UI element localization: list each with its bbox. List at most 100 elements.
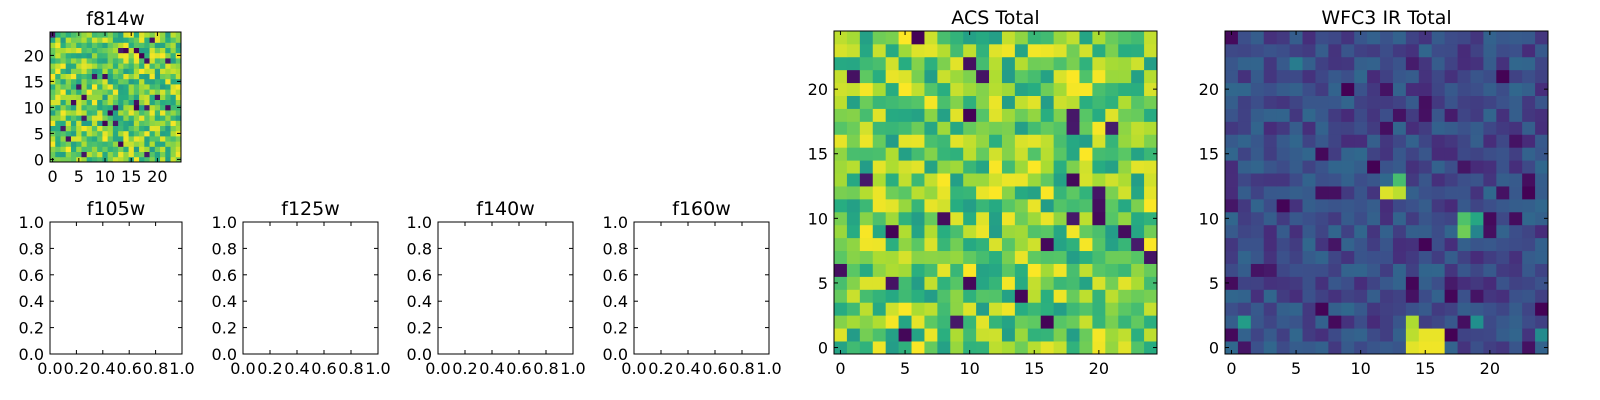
heatmap-cell <box>1263 250 1278 264</box>
heatmap-cell <box>976 237 990 252</box>
heatmap-cell <box>149 89 156 95</box>
x-tick-label: 1.0 <box>756 359 781 378</box>
heatmap-cell <box>128 125 135 132</box>
heatmap-cell <box>859 224 874 239</box>
heatmap-cell <box>1315 315 1329 329</box>
heatmap-cell <box>950 82 964 96</box>
wfc3-ir-total-cells <box>1225 31 1549 355</box>
heatmap-cell <box>1276 289 1290 303</box>
heatmap-cell <box>65 78 72 85</box>
heatmap-cell <box>112 68 119 74</box>
heatmap-cell <box>1040 276 1055 290</box>
heatmap-cell <box>1276 43 1290 58</box>
heatmap-cell <box>1328 82 1342 96</box>
heatmap-cell <box>1496 43 1510 58</box>
heatmap-cell <box>1535 82 1549 96</box>
heatmap-cell <box>107 78 114 85</box>
heatmap-cell <box>924 211 938 226</box>
heatmap-cell <box>1354 147 1368 161</box>
heatmap-cell <box>1522 224 1536 239</box>
heatmap-cell <box>872 173 887 187</box>
heatmap-cell <box>1341 341 1355 355</box>
heatmap-cell <box>55 37 61 43</box>
heatmap-cell <box>872 276 887 290</box>
heatmap-cell <box>1131 263 1145 277</box>
heatmap-cell <box>118 115 124 121</box>
heatmap-cell <box>123 73 129 80</box>
heatmap-cell <box>1144 95 1158 109</box>
heatmap-cell <box>1522 108 1536 122</box>
heatmap-cell <box>1457 160 1471 174</box>
heatmap-cell <box>149 52 156 59</box>
heatmap-cell <box>60 120 67 126</box>
heatmap-cell <box>133 73 140 80</box>
heatmap-cell <box>1328 43 1342 58</box>
heatmap-cell <box>1354 56 1368 71</box>
heatmap-cell <box>924 198 938 213</box>
f814w-cells <box>50 32 182 163</box>
heatmap-cell <box>50 89 56 95</box>
heatmap-cell <box>170 156 177 163</box>
y-tick-label: 0 <box>34 150 44 169</box>
heatmap-cell <box>1053 56 1067 71</box>
heatmap-cell <box>950 328 964 342</box>
heatmap-cell <box>149 110 156 116</box>
heatmap-cell <box>1250 160 1265 174</box>
x-tick-label: 5 <box>1291 359 1301 378</box>
heatmap-cell <box>937 198 951 213</box>
heatmap-cell <box>91 63 98 69</box>
heatmap-cell <box>872 121 887 135</box>
heatmap-cell <box>175 110 182 116</box>
heatmap-cell <box>1105 95 1119 109</box>
heatmap-cell <box>1354 341 1368 355</box>
heatmap-cell <box>1105 173 1119 187</box>
heatmap-cell <box>107 115 114 121</box>
heatmap-cell <box>1392 82 1407 96</box>
heatmap-cell <box>1535 341 1549 355</box>
heatmap-cell <box>859 147 874 161</box>
heatmap-cell <box>1263 95 1278 109</box>
heatmap-cell <box>1250 173 1265 187</box>
heatmap-cell <box>937 43 951 58</box>
y-tick-label: 0.8 <box>603 239 628 258</box>
heatmap-cell <box>118 32 124 38</box>
heatmap-cell <box>175 47 182 54</box>
heatmap-cell <box>154 130 161 137</box>
heatmap-cell <box>1040 289 1055 303</box>
heatmap-cell <box>937 82 951 96</box>
heatmap-cell <box>1014 328 1029 342</box>
heatmap-cell <box>1522 237 1536 252</box>
y-tick-label: 0.4 <box>212 292 237 311</box>
heatmap-cell <box>165 37 171 43</box>
heatmap-cell <box>1392 43 1407 58</box>
heatmap-cell <box>1092 224 1106 239</box>
heatmap-cell <box>937 108 951 122</box>
heatmap-cell <box>1431 198 1446 213</box>
heatmap-cell <box>1237 108 1252 122</box>
heatmap-cell <box>1079 302 1093 316</box>
heatmap-cell <box>70 110 77 116</box>
heatmap-cell <box>885 341 899 355</box>
heatmap-cell <box>1535 31 1549 45</box>
heatmap-cell <box>102 37 109 43</box>
heatmap-cell <box>1225 82 1239 96</box>
heatmap-cell <box>160 151 166 158</box>
heatmap-cell <box>118 151 124 158</box>
heatmap-cell <box>1496 276 1510 290</box>
heatmap-cell <box>1535 43 1549 58</box>
heatmap-cell <box>1315 95 1329 109</box>
heatmap-cell <box>937 289 951 303</box>
heatmap-cell <box>144 151 150 158</box>
heatmap-cell <box>1105 315 1119 329</box>
heatmap-cell <box>139 151 145 158</box>
heatmap-cell <box>1105 82 1119 96</box>
heatmap-cell <box>1380 160 1394 174</box>
y-tick-label: 1.0 <box>407 213 432 232</box>
heatmap-cell <box>1118 69 1132 84</box>
heatmap-cell <box>1040 328 1055 342</box>
heatmap-cell <box>1457 224 1471 239</box>
heatmap-cell <box>1302 250 1316 264</box>
heatmap-cell <box>55 32 61 38</box>
f160w-title: f160w <box>672 198 731 220</box>
heatmap-cell <box>1457 56 1471 71</box>
